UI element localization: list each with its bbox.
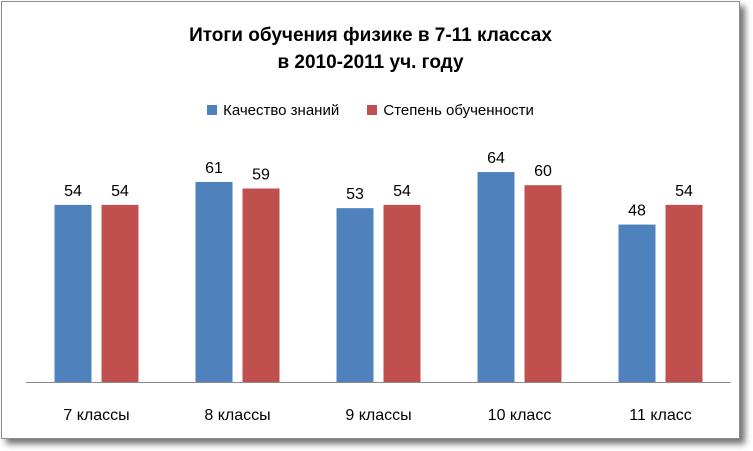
data-label: 54 xyxy=(64,183,82,200)
data-label: 60 xyxy=(534,163,552,180)
data-label: 59 xyxy=(252,166,270,183)
legend-item-quality: Качество знаний xyxy=(207,102,339,119)
data-label: 48 xyxy=(628,203,646,220)
bar-learning xyxy=(665,204,703,382)
chart-title: Итоги обучения физике в 7-11 классах в 2… xyxy=(2,22,739,76)
category-label: 9 классы xyxy=(345,407,411,424)
data-label: 54 xyxy=(111,183,129,200)
legend-label-learning: Степень обученности xyxy=(383,102,534,119)
category-label: 10 класс xyxy=(488,407,552,424)
category-label: 7 классы xyxy=(63,407,129,424)
bar-learning xyxy=(524,185,562,382)
data-label: 54 xyxy=(675,183,693,200)
chart-title-line-1: Итоги обучения физике в 7-11 классах xyxy=(189,25,552,46)
category-label: 11 класс xyxy=(629,407,691,424)
bar-quality xyxy=(54,204,92,382)
chart-area: Итоги обучения физике в 7-11 классах в 2… xyxy=(1,1,740,439)
bar-learning xyxy=(101,204,139,382)
bar-learning xyxy=(242,188,280,382)
legend: Качество знаний Степень обученности xyxy=(2,102,739,119)
bar-learning xyxy=(383,204,421,382)
plot-area: 54 54 7 классы 61 59 8 классы 53 54 9 классы 64 60… xyxy=(26,150,731,424)
category-label: 8 классы xyxy=(204,407,270,424)
bar-quality xyxy=(195,181,233,382)
data-label: 53 xyxy=(346,186,364,203)
chart-title-line-2: в 2010-2011 уч. году xyxy=(277,52,464,73)
data-label: 64 xyxy=(487,150,505,167)
bar-quality xyxy=(336,208,374,382)
bar-quality xyxy=(618,224,656,382)
legend-swatch-learning xyxy=(367,105,378,115)
legend-swatch-quality xyxy=(207,105,218,115)
data-label: 61 xyxy=(205,160,223,177)
data-label: 54 xyxy=(393,183,411,200)
legend-item-learning: Степень обученности xyxy=(367,102,534,119)
bar-quality xyxy=(477,172,515,382)
legend-label-quality: Качество знаний xyxy=(223,102,340,119)
